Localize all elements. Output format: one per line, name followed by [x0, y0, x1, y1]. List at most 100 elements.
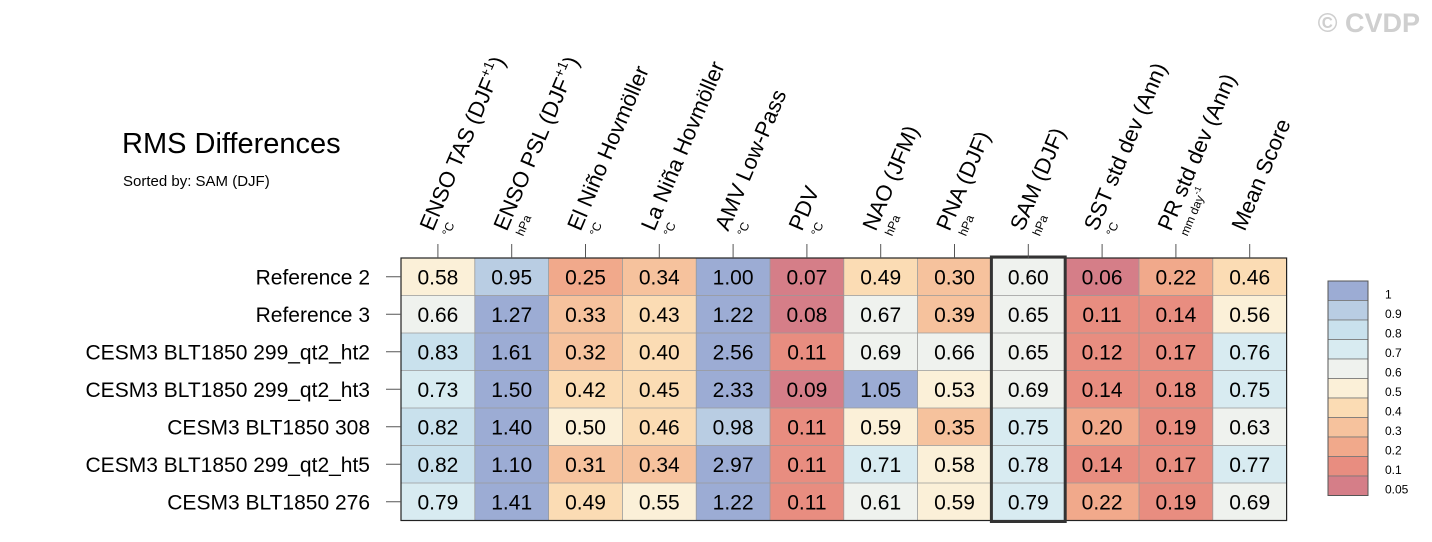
cell-value: 1.10 [491, 454, 532, 477]
heatmap-cell [1065, 483, 1139, 521]
heatmap-cell [548, 295, 623, 333]
cell-value: 0.59 [860, 416, 901, 439]
row-label: CESM3 BLT1850 299_qt2_ht5 [86, 454, 370, 477]
colorbar-label: 0.4 [1385, 405, 1402, 419]
heatmap-cell [991, 370, 1066, 408]
heatmap-cell [622, 295, 697, 333]
heatmap-cell [401, 370, 475, 408]
column-label-sup: +1 [476, 58, 497, 79]
cell-value: 2.33 [713, 379, 754, 402]
cell-value: 0.53 [934, 379, 975, 402]
column-labels: ENSO TAS (DJF+1)°C ENSO PSL (DJF+1)hPa El … [414, 53, 1296, 258]
column-unit-sup: -1 [1191, 185, 1203, 196]
column-label: AMV Low-Pass [710, 86, 792, 234]
colorbar-segment [1327, 358, 1369, 379]
column-label: La Niña Hovmöller [636, 58, 730, 234]
column-label-text: AMV Low-Pass [710, 86, 792, 234]
heatmap-cell [474, 258, 549, 296]
heatmap-cell [770, 483, 844, 521]
heatmap-cell [401, 258, 475, 296]
colorbar-label: 0.1 [1385, 463, 1402, 477]
cell-value: 0.79 [1008, 491, 1049, 514]
heatmap-cell [1139, 370, 1213, 408]
colorbar-label: 0.6 [1385, 366, 1402, 380]
heatmap-cell [1212, 445, 1287, 483]
cell-value: 2.97 [713, 454, 754, 477]
heatmap-cell [1065, 445, 1139, 483]
column-unit: °C [1103, 220, 1121, 238]
heatmap-cell [548, 258, 623, 296]
cell-value: 0.45 [639, 379, 680, 402]
heatmap-cell [622, 370, 697, 408]
heatmap-cell [401, 295, 475, 333]
cell-value: 2.56 [713, 341, 754, 364]
heatmap-grid [400, 255, 1288, 523]
cell-value: 0.11 [1082, 304, 1121, 327]
cell-value: 0.17 [1155, 341, 1196, 364]
cell-value: 0.55 [639, 491, 680, 514]
heatmap-cell [548, 483, 623, 521]
column-unit-text: °C [1103, 220, 1121, 238]
heatmap-cell [474, 445, 549, 483]
column-label-text: La Niña Hovmöller [636, 58, 730, 234]
heatmap-cell [401, 483, 475, 521]
column-label-group: SAM (DJF)hPa [1005, 124, 1071, 238]
column-label-sup: +1 [550, 58, 571, 79]
cell-value: 0.61 [860, 491, 901, 514]
cell-value: 0.78 [1008, 454, 1049, 477]
cell-value: 1.27 [491, 304, 532, 327]
heatmap-cell [917, 333, 992, 371]
cell-value: 0.33 [565, 304, 606, 327]
heatmap-cell [474, 295, 549, 333]
column-label-group: NAO (JFM)hPa [857, 122, 923, 238]
heatmap-cell [474, 333, 549, 371]
heatmap-cell [401, 408, 475, 446]
heatmap-cell [917, 258, 992, 296]
heatmap-cell [1139, 483, 1213, 521]
cell-value: 0.11 [787, 416, 826, 439]
heatmap-cell [474, 370, 549, 408]
column-label-text: ENSO PSL (DJF [488, 74, 575, 234]
cell-value: 0.40 [639, 341, 680, 364]
colorbar-label: 0.2 [1385, 444, 1402, 458]
heatmap-cell [696, 258, 770, 296]
heatmap-cell [696, 333, 770, 371]
heatmap-cell [622, 333, 697, 371]
column-unit: °C [439, 220, 457, 238]
cell-value: 1.61 [491, 341, 532, 364]
row-label: CESM3 BLT1850 276 [167, 491, 370, 514]
heatmap-cell [917, 445, 992, 483]
colorbar-label: 0.7 [1385, 346, 1402, 360]
cell-value: 0.42 [565, 379, 606, 402]
column-label-group: PNA (DJF)hPa [931, 127, 995, 238]
heatmap-cell [917, 370, 992, 408]
cell-value: 0.22 [1082, 491, 1123, 514]
heatmap-cell [770, 333, 844, 371]
heatmap-cell [1139, 295, 1213, 333]
colorbar-segment [1327, 456, 1369, 477]
cell-value: 0.14 [1082, 454, 1123, 477]
column-unit-text: °C [587, 220, 605, 238]
heatmap-cell [770, 370, 844, 408]
heatmap-values: 0.58 0.95 0.25 0.34 1.00 0.07 0.49 0.30 0.60 0.06… [417, 266, 1270, 514]
colorbar-label: 0.9 [1385, 307, 1402, 321]
column-unit-text: °C [439, 220, 457, 238]
colorbar-border [1327, 280, 1369, 496]
column-unit-text: °C [734, 220, 752, 238]
heatmap-cell [696, 408, 770, 446]
heatmap-cell [1139, 258, 1213, 296]
row-label: CESM3 BLT1850 299_qt2_ht3 [86, 379, 370, 402]
cell-value: 1.22 [713, 491, 754, 514]
cell-value: 0.34 [639, 266, 680, 289]
colorbar-segment [1327, 436, 1369, 457]
cell-value: 0.08 [786, 304, 827, 327]
cell-value: 0.58 [417, 266, 458, 289]
cell-value: 0.79 [417, 491, 458, 514]
cell-value: 0.35 [934, 416, 975, 439]
heatmap-cell [843, 483, 918, 521]
cell-value: 0.49 [860, 266, 901, 289]
colorbar-segment [1327, 319, 1369, 340]
column-unit: °C [661, 220, 679, 238]
heatmap-cell [1065, 295, 1139, 333]
row-labels: Reference 2 Reference 3 CESM3 BLT1850 299_… [86, 266, 401, 514]
